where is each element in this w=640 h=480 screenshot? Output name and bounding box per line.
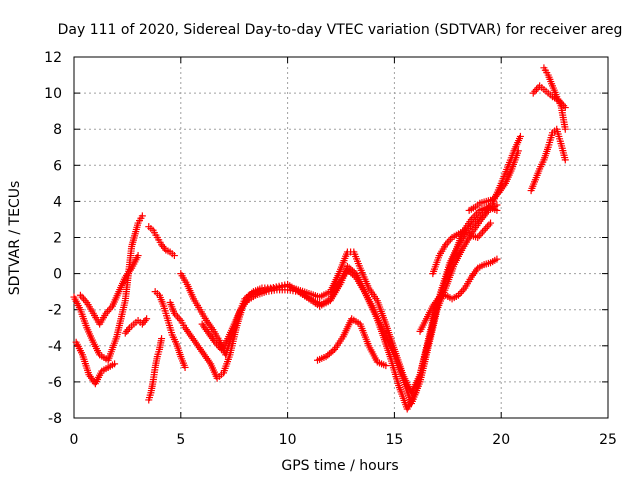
x-tick-label: 5 (176, 432, 185, 448)
data-point (493, 201, 501, 209)
y-tick-label: -4 (48, 339, 62, 355)
data-point (516, 132, 524, 140)
x-tick-label: 0 (70, 432, 79, 448)
y-tick-label: -8 (48, 411, 62, 427)
series-s1 (70, 212, 146, 364)
series-s11 (314, 315, 390, 370)
y-tick-label: 12 (44, 50, 62, 66)
y-tick-label: -6 (48, 375, 62, 391)
tick-layer: 0 5 10 15 20 25 -8 -6 -4 -2 0 2 4 6 8 10 12 (44, 50, 617, 448)
series-s12 (416, 255, 501, 335)
y-tick-label: 2 (53, 231, 62, 247)
data-point (111, 360, 119, 368)
x-tick-label: 15 (385, 432, 403, 448)
data-point (493, 255, 501, 263)
data-point (382, 362, 390, 370)
chart-title: Day 111 of 2020, Sidereal Day-to-day VTE… (58, 22, 623, 38)
series-s17 (540, 64, 569, 133)
series-s15 (527, 125, 569, 195)
y-tick-label: 10 (44, 86, 62, 102)
x-tick-label: 25 (599, 432, 617, 448)
data-point (158, 335, 166, 343)
series-s10 (198, 201, 501, 408)
marks-layer (70, 64, 569, 413)
y-tick-label: 8 (53, 122, 62, 138)
data-point (514, 147, 522, 155)
y-tick-label: 4 (53, 194, 62, 210)
x-tick-label: 10 (279, 432, 297, 448)
data-point (181, 363, 189, 371)
series-s14 (465, 147, 522, 214)
data-point (329, 347, 337, 355)
series-s4 (121, 315, 151, 337)
data-point (561, 125, 569, 133)
data-point (170, 252, 178, 260)
data-point (138, 212, 146, 220)
series-s13 (429, 219, 495, 278)
data-point (134, 252, 142, 260)
y-tick-label: -2 (48, 303, 62, 319)
data-point (143, 315, 151, 323)
y-tick-label: 6 (53, 158, 62, 174)
x-tick-label: 20 (492, 432, 510, 448)
y-tick-label: 0 (53, 267, 62, 283)
series-s6 (145, 335, 166, 404)
series-s3 (76, 252, 142, 328)
y-axis-label: SDTVAR / TECUs (7, 181, 23, 296)
series-s5 (145, 223, 178, 260)
series-s2 (72, 338, 119, 388)
series-s7 (151, 288, 189, 371)
x-axis-label: GPS time / hours (281, 458, 398, 474)
data-point (487, 219, 495, 227)
data-point (561, 156, 569, 164)
